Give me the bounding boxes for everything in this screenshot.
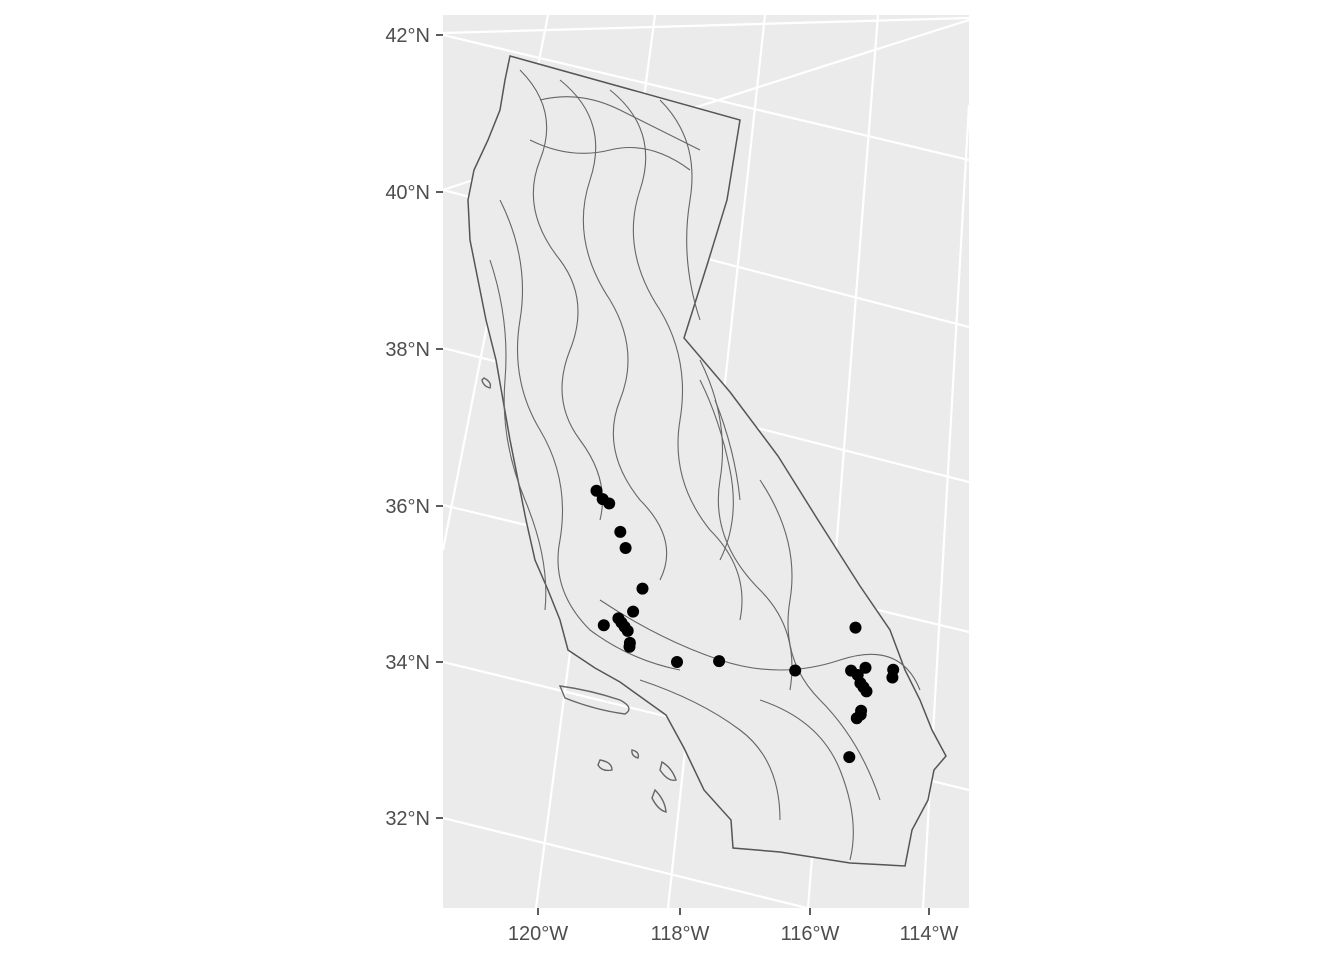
observation-point — [859, 661, 872, 674]
observation-point — [671, 656, 683, 668]
observation-point — [603, 497, 616, 510]
observation-point — [619, 542, 632, 554]
island-outline — [597, 759, 613, 772]
island-outline — [481, 377, 492, 389]
ecoregion-line — [699, 379, 741, 561]
observation-point — [597, 619, 610, 632]
longitude-tick-label: 118°W — [651, 923, 710, 945]
latitude-tick-label: 34°N — [385, 652, 430, 674]
longitude-axis: 120°W 118°W 116°W 114°W — [508, 908, 959, 945]
latitude-tick-label: 36°N — [385, 496, 430, 518]
observation-point — [627, 605, 640, 618]
ecoregion-line — [639, 679, 854, 861]
latitude-tick-label: 32°N — [385, 808, 430, 830]
observation-point — [849, 621, 862, 634]
ecoregion-line — [659, 99, 793, 691]
ecoregion-line — [519, 69, 603, 521]
california-boundary — [467, 55, 947, 867]
ecoregion-line — [529, 96, 701, 171]
island-outline — [651, 788, 667, 813]
ecoregion-line — [599, 599, 921, 691]
island-outline — [659, 760, 677, 781]
observation-point — [855, 704, 868, 717]
observation-point — [636, 582, 649, 595]
observation-point — [789, 664, 802, 677]
parallel-line — [443, 16, 969, 35]
longitude-tick-label: 120°W — [508, 923, 568, 945]
latitude-tick-label: 38°N — [385, 339, 430, 361]
observation-point — [713, 655, 726, 668]
observation-point — [623, 640, 636, 653]
observation-points — [590, 484, 900, 764]
ecoregion-line — [759, 479, 881, 801]
observation-point — [590, 484, 603, 497]
island-outlines — [481, 377, 677, 813]
ecoregion-line — [489, 259, 547, 611]
latitude-tick-label: 42°N — [385, 25, 430, 47]
ecoregion-line — [559, 79, 668, 581]
longitude-tick-label: 116°W — [781, 923, 840, 945]
island-outline — [631, 749, 640, 759]
observation-point — [614, 525, 627, 538]
observation-point — [843, 751, 856, 764]
latitude-tick-label: 40°N — [385, 182, 430, 204]
observation-point — [621, 624, 634, 637]
latitude-axis: 42°N 40°N 38°N 36°N 34°N 32°N — [385, 25, 443, 830]
ecoregion-line — [499, 199, 681, 671]
ecoregion-lines — [489, 69, 921, 861]
observation-point — [886, 671, 899, 684]
longitude-tick-label: 114°W — [900, 923, 959, 945]
ecoregion-line — [609, 89, 743, 621]
observation-point — [860, 685, 873, 698]
island-outline — [558, 685, 630, 715]
